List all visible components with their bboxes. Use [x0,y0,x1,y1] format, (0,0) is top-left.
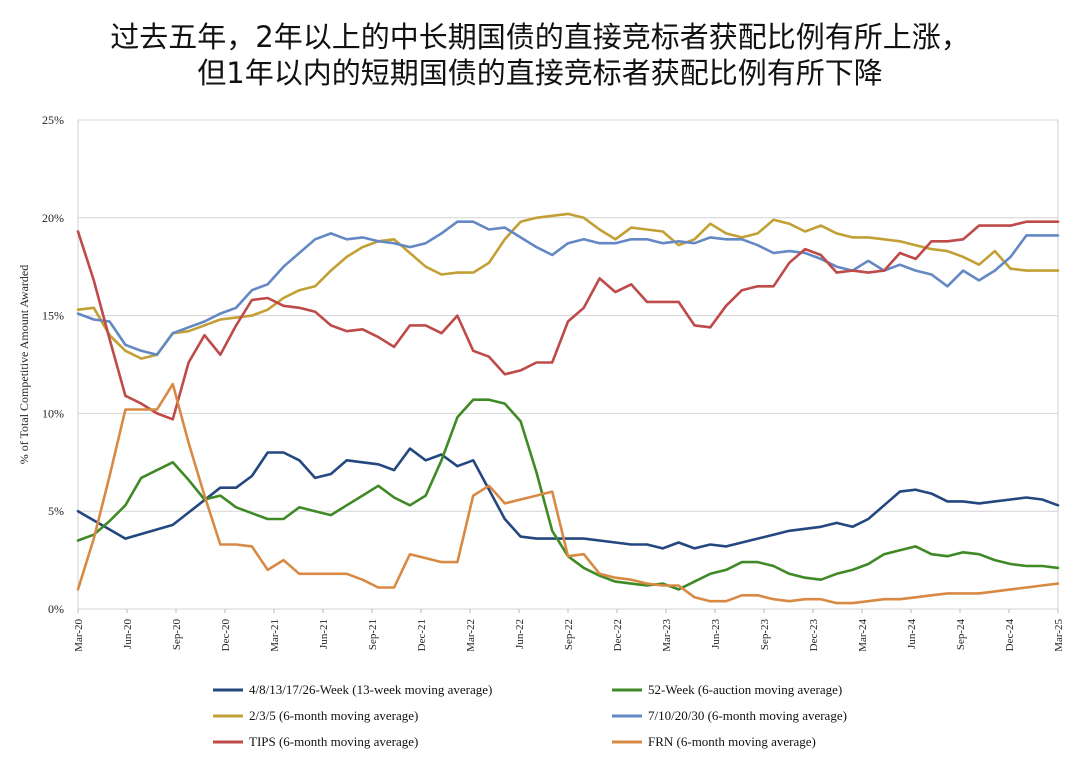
x-tick-label: Dec-23 [808,619,820,652]
y-tick-label: 5% [48,504,64,518]
legend-label-2: 52-Week (6-auction moving average) [648,682,842,697]
series-line-5 [76,220,1060,421]
legend-label-4: 7/10/20/30 (6-month moving average) [648,708,847,723]
x-tick-label: Mar-20 [73,619,85,652]
x-tick-label: Dec-22 [612,619,624,651]
legend-label-5: TIPS (6-month moving average) [249,734,418,749]
y-tick-label: 20% [42,211,64,225]
series-line-6 [76,382,1060,605]
x-tick-label: Jun-20 [122,619,134,649]
x-tick-label: Sep-21 [367,619,379,650]
x-tick-label: Mar-25 [1053,619,1065,652]
chart-title-line-2: 但1年以内的短期国债的直接竞标者获配比例有所下降 [197,56,883,90]
x-tick-label: Mar-23 [661,619,673,652]
x-tick-label: Sep-23 [759,619,771,651]
chart-title-line-1: 过去五年，2年以上的中长期国债的直接竞标者获配比例有所上涨， [110,20,970,54]
y-tick-label: 15% [42,309,64,323]
x-tick-label: Mar-24 [857,619,869,652]
x-tick-label: Jun-21 [318,619,330,649]
x-tick-label: Mar-21 [269,619,281,652]
x-tick-label: Mar-22 [465,619,477,652]
y-axis-label: % of Total Competitive Amount Awarded [17,265,31,464]
series-line-3 [76,212,1060,360]
series-line-1 [76,447,1060,550]
x-tick-label: Dec-24 [1004,619,1016,652]
y-tick-label: 25% [42,113,64,127]
y-tick-label: 0% [48,602,64,616]
series-line-4 [76,220,1060,357]
y-tick-label: 10% [42,406,64,420]
legend-label-1: 4/8/13/17/26-Week (13-week moving averag… [249,682,492,697]
plot-frame [77,119,1059,610]
x-tick-label: Jun-23 [710,619,722,649]
x-tick-label: Dec-21 [416,619,428,651]
x-tick-label: Jun-24 [906,619,918,649]
x-tick-label: Sep-20 [171,619,183,651]
x-tick-label: Jun-22 [514,619,526,649]
x-tick-label: Dec-20 [220,619,232,652]
series-line-2 [76,398,1060,591]
x-tick-label: Sep-24 [955,619,967,651]
x-tick-label: Sep-22 [563,619,575,650]
legend-label-6: FRN (6-month moving average) [648,734,816,749]
legend-label-3: 2/3/5 (6-month moving average) [249,708,418,723]
